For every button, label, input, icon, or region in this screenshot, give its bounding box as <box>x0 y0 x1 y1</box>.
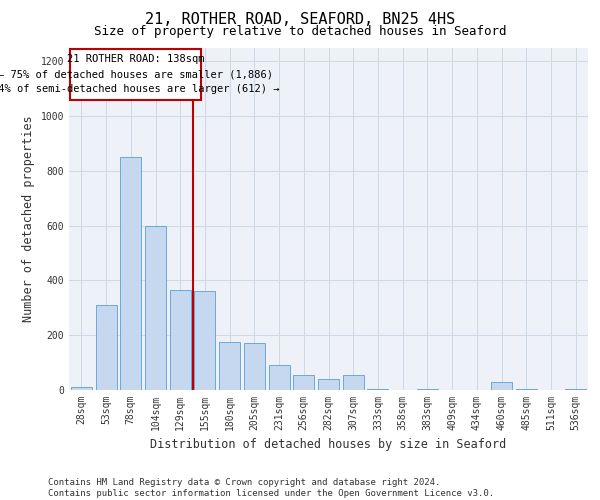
Bar <box>367 388 388 390</box>
Bar <box>71 388 92 390</box>
Bar <box>491 382 512 390</box>
Text: Contains HM Land Registry data © Crown copyright and database right 2024.
Contai: Contains HM Land Registry data © Crown c… <box>48 478 494 498</box>
Text: 21, ROTHER ROAD, SEAFORD, BN25 4HS: 21, ROTHER ROAD, SEAFORD, BN25 4HS <box>145 12 455 28</box>
Y-axis label: Number of detached properties: Number of detached properties <box>22 116 35 322</box>
Bar <box>318 379 339 390</box>
Bar <box>145 226 166 390</box>
Bar <box>244 344 265 390</box>
Text: Size of property relative to detached houses in Seaford: Size of property relative to detached ho… <box>94 25 506 38</box>
Bar <box>269 366 290 390</box>
Bar <box>293 375 314 390</box>
Bar <box>343 375 364 390</box>
Text: 21 ROTHER ROAD: 138sqm
← 75% of detached houses are smaller (1,886)
24% of semi-: 21 ROTHER ROAD: 138sqm ← 75% of detached… <box>0 54 280 94</box>
Bar <box>194 292 215 390</box>
FancyBboxPatch shape <box>70 49 201 100</box>
Bar <box>170 290 191 390</box>
X-axis label: Distribution of detached houses by size in Seaford: Distribution of detached houses by size … <box>151 438 506 452</box>
Bar <box>95 305 116 390</box>
Bar <box>516 388 537 390</box>
Bar <box>219 342 240 390</box>
Bar <box>120 157 141 390</box>
